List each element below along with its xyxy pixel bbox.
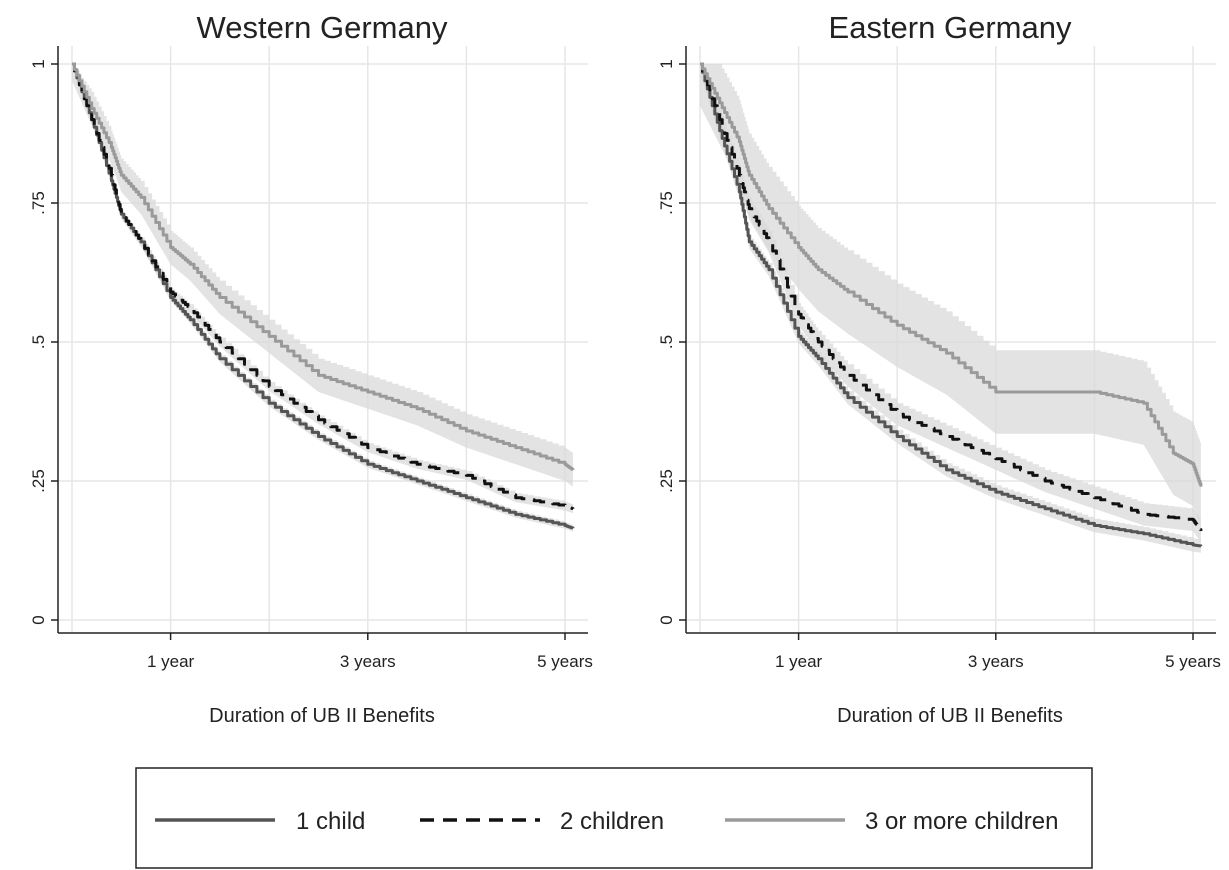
confidence-band: [700, 64, 1201, 543]
series-lines: [700, 62, 1203, 548]
x-tick-label: 1 year: [775, 652, 823, 671]
series-line: [72, 62, 575, 471]
series-line: [700, 62, 1203, 532]
chart-panel-eastern: Eastern Germany 0 .25 .5 .75 1 1 year 3 years 5…: [657, 10, 1221, 727]
x-axis-label: Duration of UB II Benefits: [209, 705, 435, 727]
y-tick-label: 0: [657, 615, 676, 624]
y-tick-label: .25: [29, 469, 48, 493]
legend: 1 child 2 children 3 or more children: [135, 767, 1093, 869]
y-tick-label: .75: [657, 191, 676, 215]
y-tick-label: .5: [29, 335, 48, 349]
legend-label-3-or-more-children: 3 or more children: [865, 808, 1058, 835]
x-tick-label: 3 years: [968, 652, 1024, 671]
confidence-band: [72, 64, 573, 514]
chart-panel-western: Western Germany 0 .25 .5 .75 1 1 year 3 years 5…: [29, 10, 593, 727]
y-tick-label: 0: [29, 615, 48, 624]
confidence-bands: [700, 64, 1201, 553]
chart-title: Western Germany: [197, 10, 448, 45]
x-tick-label: 3 years: [340, 652, 396, 671]
y-tick-label: .75: [29, 191, 48, 215]
series-line: [72, 62, 575, 530]
series-line: [700, 62, 1203, 487]
axes: 0 .25 .5 .75 1 1 year 3 years 5 years: [29, 46, 593, 671]
legend-label-2-children: 2 children: [560, 808, 664, 835]
plot-area: [58, 46, 588, 633]
series-line: [72, 62, 575, 510]
x-tick-label: 5 years: [537, 652, 593, 671]
y-tick-label: .25: [657, 469, 676, 493]
y-tick-label: .5: [657, 335, 676, 349]
y-tick-label: 1: [657, 59, 676, 68]
axes: 0 .25 .5 .75 1 1 year 3 years 5 years: [657, 46, 1221, 671]
gridlines: [58, 46, 588, 633]
x-axis-label: Duration of UB II Benefits: [837, 705, 1063, 727]
chart-title: Eastern Germany: [829, 10, 1072, 45]
legend-label-1-child: 1 child: [296, 808, 365, 835]
series-line: [700, 62, 1203, 548]
x-tick-label: 1 year: [147, 652, 195, 671]
series-lines: [72, 62, 575, 530]
confidence-band: [700, 64, 1201, 529]
confidence-band: [72, 64, 573, 487]
x-tick-label: 5 years: [1165, 652, 1221, 671]
legend-box: [135, 767, 1093, 869]
y-tick-label: 1: [29, 59, 48, 68]
